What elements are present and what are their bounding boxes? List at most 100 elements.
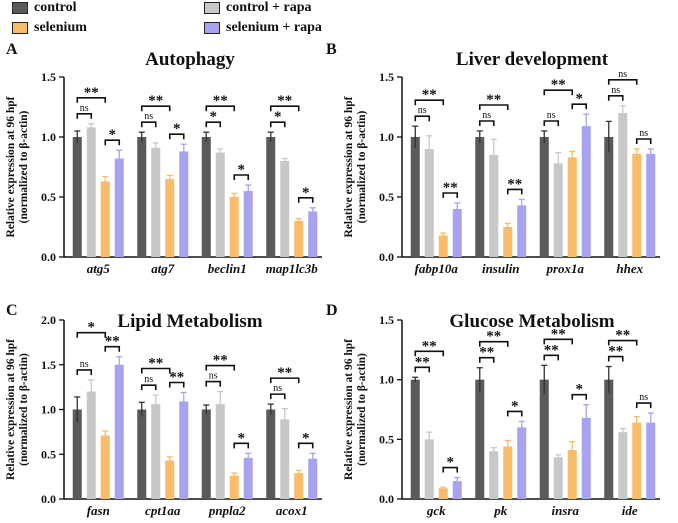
bar	[243, 191, 253, 257]
bar	[280, 419, 290, 499]
x-tick-label: cpt1aa	[145, 503, 181, 518]
sig-bracket	[478, 120, 495, 126]
sig-label: ns	[144, 111, 153, 122]
bar	[517, 205, 527, 257]
panel-D: D Glucose Metabolism Relative expression a…	[326, 302, 660, 518]
x-tick-label: fabp10a	[415, 261, 459, 276]
bar	[280, 161, 290, 257]
sig-label: **	[213, 353, 228, 369]
bar	[229, 475, 239, 499]
sig-label: *	[302, 430, 310, 446]
y-axis-label-line2: (normalized to β-actin)	[356, 110, 368, 223]
sig-bracket	[140, 367, 171, 374]
y-tick-label: 2.0	[41, 313, 56, 327]
sig-label: **	[479, 345, 494, 361]
sig-bracket	[233, 442, 250, 449]
y-tick-label: 0.5	[379, 190, 394, 204]
bar-group-insra: insra*****	[539, 326, 591, 518]
legend: control control + rapa selenium selenium…	[0, 0, 678, 40]
sig-label: **	[422, 338, 437, 354]
sig-bracket	[140, 121, 157, 128]
sig-label: *	[511, 398, 519, 414]
sig-bracket	[635, 138, 652, 144]
sig-bracket	[607, 339, 638, 346]
sig-label: **	[544, 342, 559, 358]
sig-bracket	[269, 377, 300, 384]
sig-bracket	[635, 402, 652, 409]
sig-bracket	[168, 133, 185, 140]
panel-letter: D	[326, 302, 338, 319]
sig-bracket	[442, 192, 459, 198]
bar-group-fabp10a: fabp10a ns ** **	[410, 87, 462, 276]
sig-bracket	[607, 79, 638, 85]
bar	[201, 137, 211, 257]
sig-bracket	[269, 121, 286, 128]
legend-item-control: control	[12, 0, 77, 16]
sig-label: *	[88, 320, 96, 336]
sig-bracket	[414, 99, 445, 106]
sig-label: **	[148, 355, 163, 371]
sig-label: ns	[80, 359, 89, 370]
sig-label: ns	[209, 371, 218, 382]
sig-label: **	[213, 93, 228, 109]
sig-label: ns	[639, 392, 648, 403]
sig-label: ns	[482, 110, 491, 121]
legend-label: selenium + rapa	[226, 20, 322, 35]
sig-label: ns	[144, 374, 153, 385]
sig-bracket	[478, 104, 509, 110]
bar	[632, 422, 642, 499]
y-axis-label-line2: (normalized to β-actin)	[356, 353, 368, 466]
bar	[308, 211, 318, 257]
y-tick-label: 0.5	[41, 447, 56, 461]
y-tick-label: 0.0	[41, 492, 56, 506]
bar	[424, 149, 434, 257]
legend-item-selenium-rapa: selenium + rapa	[204, 20, 322, 36]
sig-bracket	[571, 393, 588, 400]
sig-bracket	[205, 364, 236, 371]
sig-bracket	[442, 466, 459, 473]
sig-bracket	[205, 121, 222, 128]
legend-swatch-control	[12, 2, 28, 14]
y-tick-label: 1.0	[41, 130, 56, 144]
sig-label: ns	[639, 128, 648, 139]
sig-bracket	[478, 340, 509, 347]
bar-group-ide: ide ** ns **	[604, 328, 656, 518]
sig-bracket	[76, 113, 93, 119]
sig-bracket	[297, 442, 314, 449]
bar	[503, 446, 513, 499]
sig-label: *	[446, 455, 454, 471]
bar	[86, 391, 96, 499]
sig-bracket	[205, 380, 222, 387]
sig-label: ns	[418, 105, 427, 116]
bar-group-beclin1: beclin1****	[201, 93, 253, 276]
bar	[604, 137, 614, 257]
sig-bracket	[571, 103, 588, 110]
panel-letter: A	[6, 41, 18, 58]
sig-bracket	[233, 174, 250, 180]
sig-label: ns	[547, 110, 556, 121]
bar	[137, 409, 147, 499]
bar	[294, 473, 304, 499]
x-tick-label: map1lc3b	[266, 261, 318, 276]
bar	[553, 457, 563, 499]
sig-label: **	[551, 77, 566, 93]
bar	[475, 379, 485, 499]
x-tick-label: hhex	[616, 261, 643, 276]
sig-bracket	[543, 338, 574, 345]
x-tick-label: beclin1	[208, 261, 247, 276]
sig-label: ns	[611, 85, 620, 96]
bar	[165, 460, 175, 499]
y-axis-label-line1: Relative expression at 96 hpf	[343, 339, 355, 480]
bar	[86, 127, 96, 258]
bar	[100, 435, 110, 499]
legend-label: selenium	[34, 20, 87, 35]
sig-bracket	[506, 188, 523, 195]
y-tick-label: 0.0	[379, 492, 394, 506]
panel-C: C Lipid Metabolism Relative expression at …	[5, 302, 322, 518]
bar	[646, 153, 656, 257]
y-tick-label: 0.0	[379, 250, 394, 264]
bar	[137, 137, 147, 257]
y-axis-label: Relative expression at 96 hpf (normalized…	[5, 96, 30, 237]
sig-label: *	[173, 121, 181, 137]
